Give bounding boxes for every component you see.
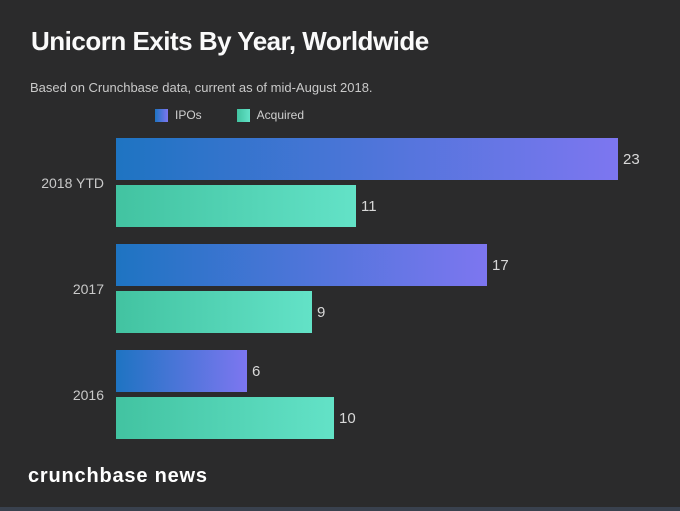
crunchbase-news-logo: crunchbase news [28,465,208,487]
bar-chart: 2018 YTD 23 11 2017 17 9 2016 6 10 [0,138,680,456]
category-label-2018-ytd: 2018 YTD [41,174,104,191]
bar-value-ipos-2018-ytd: 23 [623,150,640,168]
legend-item-ipos: IPOs [155,108,202,122]
bar-row-acquired-2017: 9 [116,291,325,333]
legend-item-acquired: Acquired [236,108,305,122]
bar-row-acquired-2018-ytd: 11 [116,185,377,227]
bar-ipos-2018-ytd [116,138,618,180]
bar-value-acquired-2018-ytd: 11 [361,197,377,215]
bar-row-ipos-2016: 6 [116,350,260,392]
legend-swatch-acquired [236,108,250,122]
legend-label-ipos: IPOs [175,108,202,122]
chart-title: Unicorn Exits By Year, Worldwide [31,26,429,56]
bar-row-ipos-2017: 17 [116,244,509,286]
bar-value-acquired-2016: 10 [339,409,356,427]
bar-row-acquired-2016: 10 [116,397,356,439]
bar-acquired-2017 [116,291,312,333]
bar-value-ipos-2017: 17 [492,256,509,274]
legend-swatch-ipos [155,108,168,122]
chart-group-2017: 2017 17 9 [0,244,680,333]
bar-acquired-2018-ytd [116,185,356,227]
bar-ipos-2017 [116,244,487,286]
chart-subtitle: Based on Crunchbase data, current as of … [30,80,373,95]
bar-ipos-2016 [116,350,247,392]
chart-group-2016: 2016 6 10 [0,350,680,439]
bar-acquired-2016 [116,397,334,439]
bar-value-acquired-2017: 9 [317,303,326,321]
category-label-2016: 2016 [72,386,104,403]
chart-legend: IPOs Acquired [155,108,304,122]
chart-group-2018-ytd: 2018 YTD 23 11 [0,138,680,227]
bar-value-ipos-2016: 6 [252,362,261,380]
bottom-edge-strip [0,507,680,511]
category-label-2017: 2017 [72,280,104,297]
bar-row-ipos-2018-ytd: 23 [116,138,640,180]
legend-label-acquired: Acquired [256,108,305,122]
